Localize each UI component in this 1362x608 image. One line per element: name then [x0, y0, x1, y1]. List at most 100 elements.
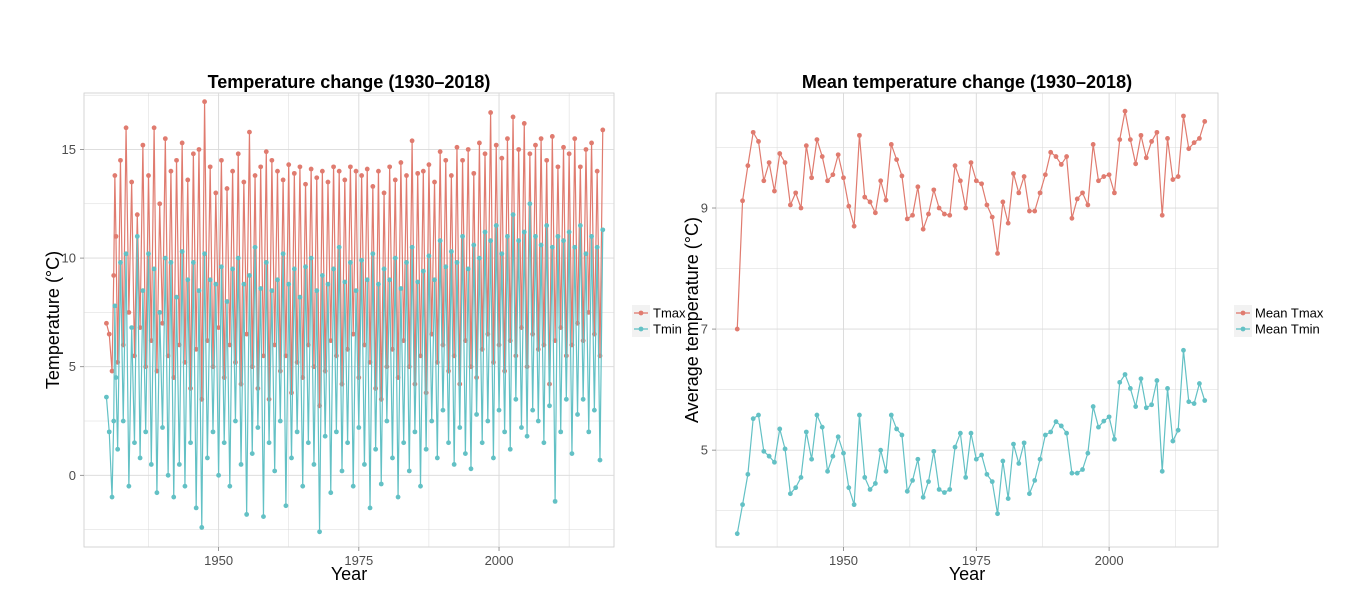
data-point	[378, 481, 384, 487]
data-point	[1000, 458, 1006, 464]
data-point	[406, 468, 412, 474]
data-point	[819, 154, 825, 159]
data-point	[734, 531, 740, 537]
data-point	[1170, 177, 1176, 182]
data-point	[968, 160, 974, 166]
data-point	[1112, 190, 1117, 196]
data-point	[519, 425, 524, 430]
data-point	[412, 429, 418, 435]
data-point	[440, 407, 446, 413]
data-point	[241, 281, 247, 287]
data-point	[496, 407, 502, 413]
data-point	[342, 177, 348, 183]
data-point	[544, 157, 550, 163]
data-point	[395, 494, 401, 500]
data-point	[457, 381, 463, 387]
data-point	[513, 396, 519, 402]
data-point	[418, 483, 423, 489]
data-point	[305, 440, 311, 446]
data-point	[989, 479, 995, 485]
data-point	[745, 471, 751, 477]
data-point	[563, 353, 569, 359]
data-point	[1096, 424, 1101, 430]
data-point	[154, 490, 160, 496]
data-point	[258, 286, 264, 291]
data-point	[516, 147, 522, 152]
y-tick-label: 9	[701, 201, 708, 216]
data-point	[1197, 381, 1202, 386]
data-point	[249, 451, 255, 456]
data-point	[289, 455, 294, 461]
data-point	[269, 157, 275, 163]
data-point	[132, 440, 137, 446]
data-point	[1080, 190, 1085, 196]
data-point	[454, 144, 460, 150]
data-point	[851, 502, 857, 508]
data-point	[289, 390, 294, 396]
legend-key-point	[638, 326, 644, 332]
data-point	[862, 474, 868, 480]
data-point	[115, 446, 121, 452]
series-line-tmax	[105, 101, 604, 406]
data-point	[510, 114, 516, 120]
data-point	[474, 412, 479, 417]
data-point	[538, 136, 544, 142]
data-point	[1165, 386, 1170, 391]
data-point	[255, 425, 261, 430]
data-point	[123, 251, 129, 257]
data-point	[761, 178, 767, 184]
data-point	[111, 273, 117, 278]
data-point	[1090, 404, 1096, 409]
data-point	[857, 132, 862, 138]
data-point	[303, 181, 308, 187]
data-point	[488, 110, 494, 115]
data-point	[1005, 496, 1011, 501]
data-point	[485, 418, 491, 424]
series-line-tmin	[105, 203, 604, 532]
data-point	[575, 412, 580, 417]
data-point	[566, 151, 572, 157]
data-point	[129, 325, 135, 330]
data-point	[544, 223, 550, 228]
data-point	[862, 194, 868, 200]
data-point	[350, 483, 356, 489]
data-point	[244, 512, 250, 517]
data-point	[814, 412, 820, 418]
data-point	[1101, 418, 1107, 424]
data-point	[426, 253, 432, 259]
data-point	[325, 179, 331, 185]
data-point	[527, 201, 533, 207]
data-point	[563, 396, 569, 402]
data-point	[549, 134, 555, 139]
data-point	[179, 140, 185, 146]
data-point	[241, 179, 247, 185]
data-point	[878, 178, 884, 184]
data-point	[577, 164, 583, 170]
data-point	[1191, 140, 1197, 146]
data-point	[984, 202, 990, 208]
data-point	[359, 257, 365, 263]
data-point	[1154, 129, 1160, 135]
data-point	[995, 511, 1000, 517]
data-point	[331, 266, 336, 272]
data-point	[359, 173, 365, 178]
data-point	[766, 160, 772, 166]
data-point	[219, 264, 224, 270]
data-point	[356, 375, 362, 380]
data-point	[376, 281, 381, 287]
data-point	[499, 251, 505, 257]
data-point	[171, 494, 177, 500]
data-point	[244, 331, 250, 337]
data-point	[857, 412, 862, 418]
data-point	[266, 396, 272, 402]
data-point	[572, 244, 578, 250]
y-tick-label: 0	[69, 468, 76, 483]
data-point	[398, 160, 404, 165]
data-point	[423, 390, 429, 396]
data-point	[415, 170, 421, 176]
data-point	[348, 260, 353, 265]
y-tick-label: 5	[701, 443, 708, 458]
data-point	[477, 140, 482, 146]
data-point	[333, 429, 339, 435]
data-point	[151, 266, 157, 272]
